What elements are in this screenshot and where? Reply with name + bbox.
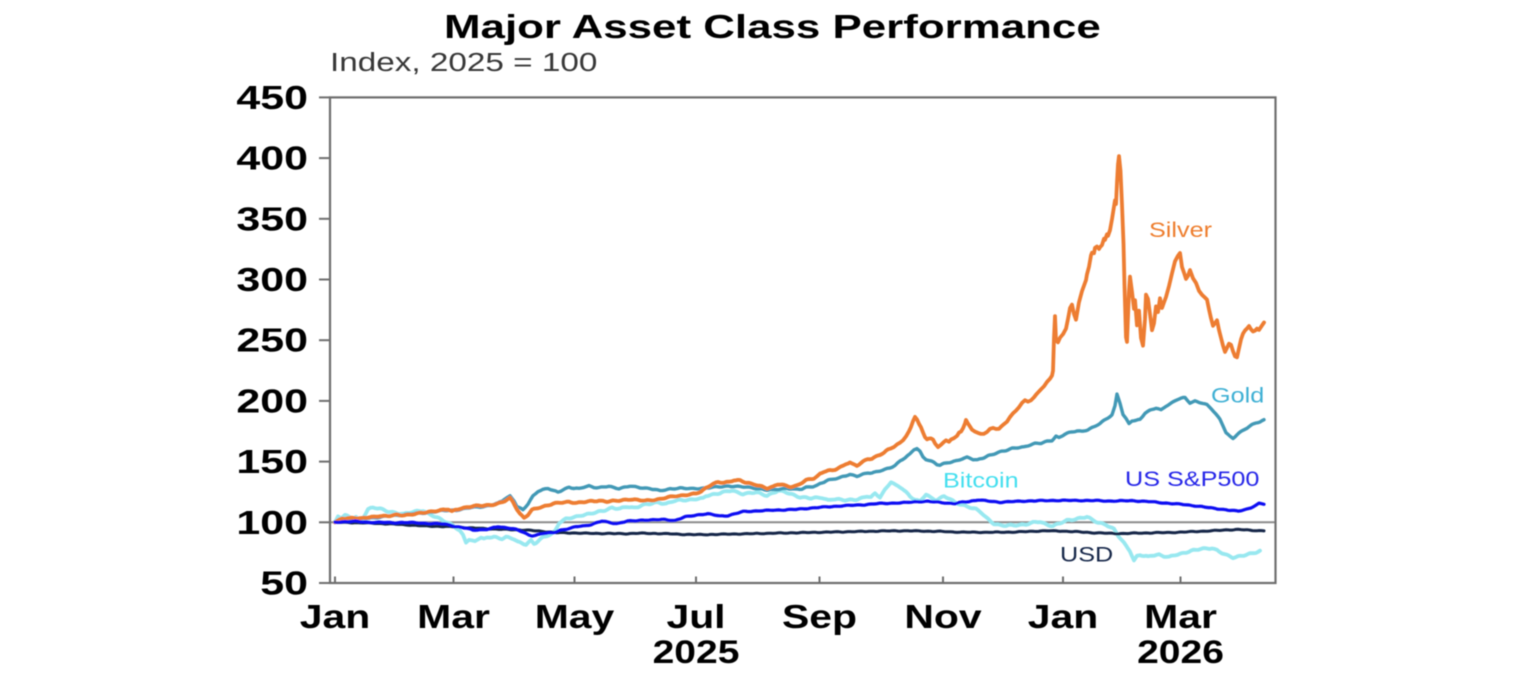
svg-text:Mar: Mar (417, 598, 490, 635)
svg-text:Mar: Mar (1144, 598, 1217, 635)
svg-text:Index, 2025 = 100: Index, 2025 = 100 (330, 48, 597, 77)
svg-text:Nov: Nov (904, 598, 982, 635)
svg-text:May: May (535, 598, 615, 635)
svg-text:Gold: Gold (1211, 383, 1264, 407)
svg-text:100: 100 (236, 504, 308, 541)
svg-text:Bitcoin: Bitcoin (943, 468, 1019, 492)
svg-text:Major Asset Class Performance: Major Asset Class Performance (444, 9, 1101, 46)
svg-text:Jul: Jul (666, 598, 725, 635)
svg-text:2026: 2026 (1137, 634, 1224, 670)
svg-text:450: 450 (236, 80, 308, 117)
svg-text:Sep: Sep (782, 598, 857, 635)
svg-text:50: 50 (260, 565, 308, 602)
svg-text:US S&P500: US S&P500 (1125, 467, 1259, 491)
svg-text:200: 200 (236, 383, 308, 420)
svg-text:2025: 2025 (653, 634, 740, 670)
svg-text:250: 250 (236, 322, 308, 359)
svg-text:350: 350 (236, 201, 308, 238)
svg-text:300: 300 (236, 262, 308, 299)
svg-text:400: 400 (236, 140, 308, 177)
svg-text:150: 150 (236, 444, 308, 481)
svg-text:Jan: Jan (1028, 598, 1098, 635)
svg-text:Jan: Jan (300, 598, 370, 635)
svg-text:Silver: Silver (1149, 218, 1212, 242)
svg-text:USD: USD (1060, 542, 1113, 566)
